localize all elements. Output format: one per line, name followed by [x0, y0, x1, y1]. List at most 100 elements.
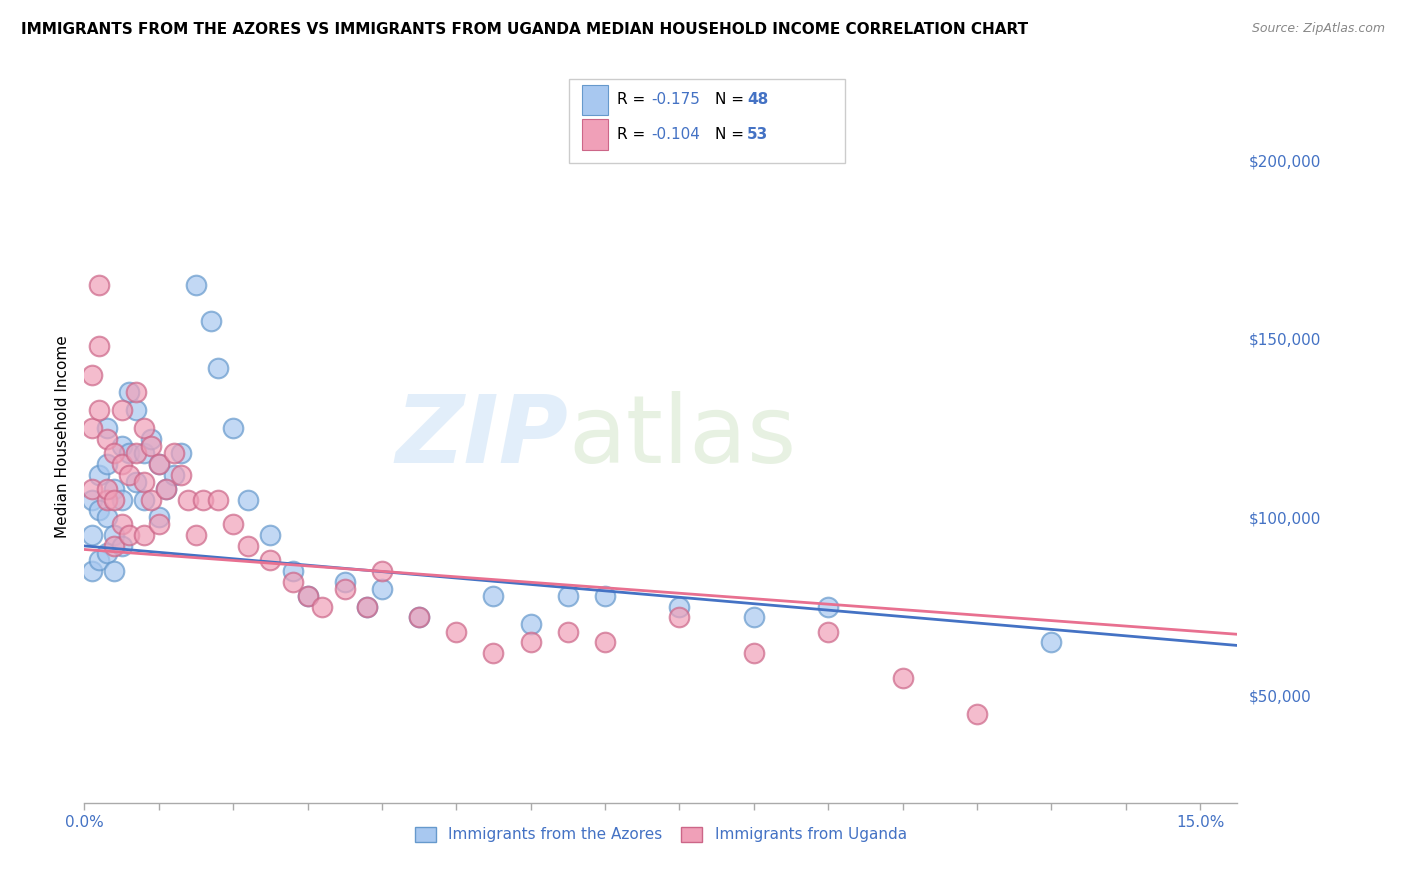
Point: [103, 482, 125, 496]
Bar: [582, 85, 607, 115]
Point: [668, 610, 690, 624]
Point: [557, 624, 579, 639]
Point: [207, 492, 229, 507]
Point: [110, 539, 132, 553]
Point: [259, 528, 281, 542]
Point: [148, 457, 170, 471]
Text: -0.104: -0.104: [651, 127, 700, 142]
Point: [170, 467, 193, 482]
Point: [80, 564, 103, 578]
Legend: Immigrants from the Azores, Immigrants from Uganda: Immigrants from the Azores, Immigrants f…: [408, 819, 914, 850]
Point: [817, 624, 839, 639]
Point: [557, 589, 579, 603]
Point: [408, 610, 430, 624]
Point: [356, 599, 378, 614]
Point: [742, 646, 765, 660]
Point: [333, 574, 356, 589]
Point: [118, 467, 141, 482]
Point: [281, 564, 304, 578]
Bar: [582, 119, 607, 150]
Point: [259, 553, 281, 567]
Point: [170, 446, 193, 460]
Point: [132, 528, 155, 542]
Point: [148, 517, 170, 532]
Point: [96, 421, 118, 435]
Point: [519, 635, 541, 649]
Point: [96, 492, 118, 507]
Point: [446, 624, 468, 639]
Bar: [568, 78, 845, 163]
Point: [817, 599, 839, 614]
Point: [132, 475, 155, 489]
Point: [80, 528, 103, 542]
Point: [89, 339, 111, 353]
Point: [148, 457, 170, 471]
Point: [118, 446, 141, 460]
Point: [207, 360, 229, 375]
Point: [125, 475, 148, 489]
Point: [125, 385, 148, 400]
Point: [96, 457, 118, 471]
Point: [162, 446, 184, 460]
Point: [103, 492, 125, 507]
Point: [482, 646, 505, 660]
Point: [89, 467, 111, 482]
Text: N =: N =: [716, 93, 749, 107]
Point: [155, 482, 177, 496]
Point: [593, 635, 616, 649]
Text: ZIP: ZIP: [395, 391, 568, 483]
Text: Source: ZipAtlas.com: Source: ZipAtlas.com: [1251, 22, 1385, 36]
Point: [125, 446, 148, 460]
Point: [236, 492, 259, 507]
Text: atlas: atlas: [568, 391, 797, 483]
Text: R =: R =: [617, 93, 650, 107]
Point: [184, 278, 207, 293]
Point: [742, 610, 765, 624]
Point: [80, 482, 103, 496]
Point: [103, 528, 125, 542]
Point: [103, 539, 125, 553]
Point: [103, 446, 125, 460]
Point: [891, 671, 914, 685]
Point: [89, 503, 111, 517]
Point: [200, 314, 222, 328]
Point: [333, 582, 356, 596]
Point: [222, 517, 245, 532]
Point: [96, 510, 118, 524]
Point: [193, 492, 215, 507]
Point: [125, 403, 148, 417]
Point: [668, 599, 690, 614]
Text: R =: R =: [617, 127, 650, 142]
Point: [155, 482, 177, 496]
Point: [141, 439, 163, 453]
Point: [482, 589, 505, 603]
Point: [89, 278, 111, 293]
Point: [371, 582, 394, 596]
Point: [132, 492, 155, 507]
Point: [96, 432, 118, 446]
Text: N =: N =: [716, 127, 749, 142]
Point: [110, 457, 132, 471]
Point: [236, 539, 259, 553]
Point: [371, 564, 394, 578]
Point: [184, 528, 207, 542]
Point: [519, 617, 541, 632]
Point: [148, 510, 170, 524]
Text: -0.175: -0.175: [651, 93, 700, 107]
Point: [96, 546, 118, 560]
Point: [297, 589, 319, 603]
Point: [356, 599, 378, 614]
Point: [118, 385, 141, 400]
Point: [132, 446, 155, 460]
Text: IMMIGRANTS FROM THE AZORES VS IMMIGRANTS FROM UGANDA MEDIAN HOUSEHOLD INCOME COR: IMMIGRANTS FROM THE AZORES VS IMMIGRANTS…: [21, 22, 1028, 37]
Point: [110, 517, 132, 532]
Point: [103, 564, 125, 578]
Point: [80, 368, 103, 382]
Point: [89, 553, 111, 567]
Point: [177, 492, 200, 507]
Point: [593, 589, 616, 603]
Point: [222, 421, 245, 435]
Point: [110, 403, 132, 417]
Point: [1040, 635, 1063, 649]
Point: [118, 528, 141, 542]
